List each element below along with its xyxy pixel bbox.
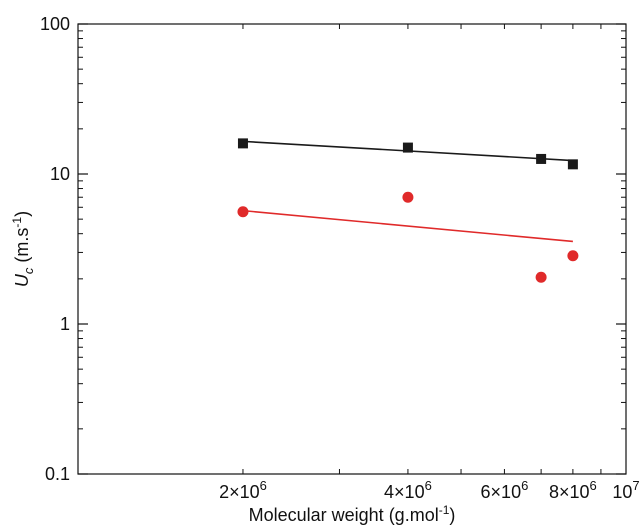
x-tick-label: 8×106 [549,478,597,502]
data-markers [237,138,579,283]
square-marker [402,142,413,153]
circle-marker [402,191,414,203]
y-tick-label: 10 [50,164,70,184]
x-tick-label: 6×106 [481,478,529,502]
plot-frame [77,23,627,475]
circle-marker [535,271,547,283]
y-tick-label: 1 [60,314,70,334]
y-tick-labels: 0.1 1 10 100 [40,14,70,484]
x-tick-label: 2×106 [219,478,267,502]
circle-marker [237,206,249,218]
x-tick-label: 4×106 [384,478,432,502]
x-axis-label: Molecular weight (g.mol-1) [249,503,456,525]
fit-line-circle-series [242,209,573,243]
minor-ticks [78,24,626,474]
square-marker [567,159,578,170]
square-marker [536,153,547,164]
square-marker [237,138,248,149]
fit-lines [242,140,573,243]
circle-marker [567,250,579,262]
x-tick-labels: 2×106 4×106 6×106 8×106 107 [219,478,640,502]
major-ticks [78,23,626,475]
y-tick-label: 100 [40,14,70,34]
y-axis-label: Uc (m.s-1) [10,211,36,287]
x-tick-label: 107 [612,478,639,502]
y-tick-label: 0.1 [45,464,70,484]
